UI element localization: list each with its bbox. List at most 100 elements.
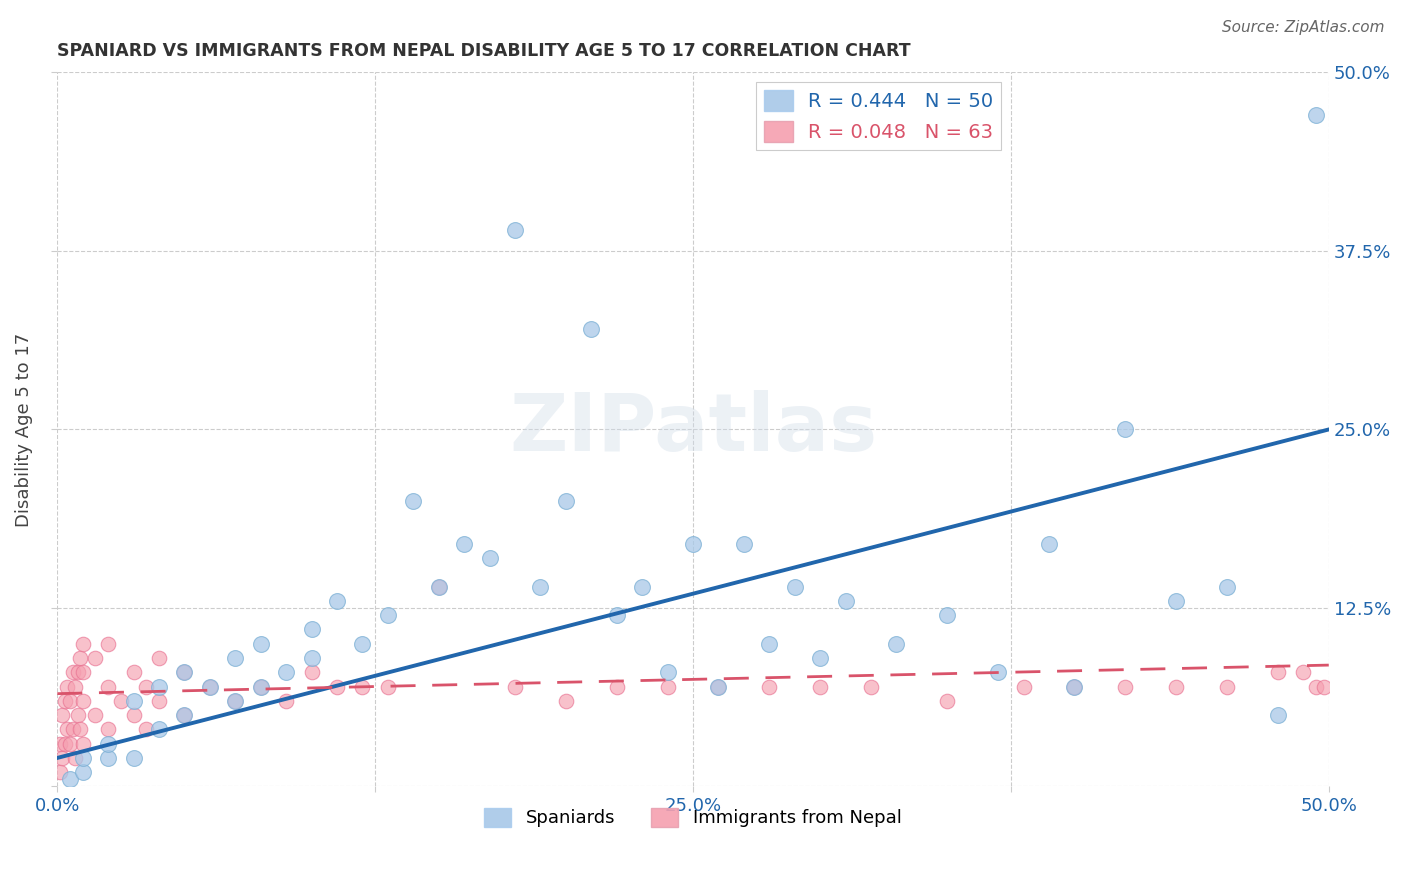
Point [51,751,73,765]
Point [682,537,704,551]
Point [198,680,221,694]
Point [249,680,271,694]
Text: ZIPatlas: ZIPatlas [509,391,877,468]
Point [249,637,271,651]
Point [49,737,72,751]
Point [707,680,730,694]
Point [377,680,399,694]
Point [733,537,755,551]
Point [148,651,170,665]
Point [554,494,576,508]
Text: SPANIARD VS IMMIGRANTS FROM NEPAL DISABILITY AGE 5 TO 17 CORRELATION CHART: SPANIARD VS IMMIGRANTS FROM NEPAL DISABI… [58,42,911,60]
Point [1166,680,1188,694]
Point [936,694,959,708]
Point [97,737,120,751]
Point [72,751,94,765]
Point [72,694,94,708]
Point [987,665,1010,680]
Point [503,222,526,236]
Point [758,637,780,651]
Point [66,665,89,680]
Point [301,623,323,637]
Point [122,708,145,723]
Point [122,751,145,765]
Point [72,665,94,680]
Point [276,694,298,708]
Point [62,723,84,737]
Point [135,723,157,737]
Point [936,608,959,623]
Point [581,322,603,336]
Point [453,537,475,551]
Point [97,751,120,765]
Point [224,694,246,708]
Point [249,680,271,694]
Point [224,651,246,665]
Point [53,694,76,708]
Point [783,580,806,594]
Point [707,680,730,694]
Point [66,708,89,723]
Point [59,737,82,751]
Point [173,665,195,680]
Point [56,680,79,694]
Point [72,765,94,780]
Point [1292,665,1315,680]
Point [97,637,120,651]
Point [173,708,195,723]
Point [110,694,132,708]
Y-axis label: Disability Age 5 to 17: Disability Age 5 to 17 [15,333,32,526]
Point [1166,594,1188,608]
Point [631,580,654,594]
Point [56,723,79,737]
Point [478,551,501,566]
Point [135,680,157,694]
Point [1267,665,1289,680]
Point [326,594,349,608]
Point [427,580,450,594]
Point [59,772,82,787]
Point [97,680,120,694]
Point [148,680,170,694]
Point [122,665,145,680]
Point [1063,680,1085,694]
Point [1312,680,1334,694]
Point [503,680,526,694]
Point [59,694,82,708]
Point [198,680,221,694]
Point [427,580,450,594]
Point [352,680,374,694]
Point [63,751,86,765]
Point [860,680,883,694]
Text: Source: ZipAtlas.com: Source: ZipAtlas.com [1222,20,1385,35]
Point [69,651,91,665]
Point [224,694,246,708]
Point [148,694,170,708]
Point [49,765,72,780]
Point [97,723,120,737]
Point [1012,680,1035,694]
Point [1305,680,1327,694]
Point [53,737,76,751]
Point [758,680,780,694]
Point [1267,708,1289,723]
Point [63,680,86,694]
Point [301,651,323,665]
Point [72,637,94,651]
Point [1038,537,1060,551]
Point [276,665,298,680]
Point [69,723,91,737]
Point [51,708,73,723]
Point [1305,108,1327,122]
Point [606,680,628,694]
Point [1216,580,1239,594]
Point [1216,680,1239,694]
Point [301,665,323,680]
Point [377,608,399,623]
Point [62,665,84,680]
Point [1114,422,1136,436]
Legend: Spaniards, Immigrants from Nepal: Spaniards, Immigrants from Nepal [477,801,910,835]
Point [886,637,908,651]
Point [402,494,425,508]
Point [84,651,107,665]
